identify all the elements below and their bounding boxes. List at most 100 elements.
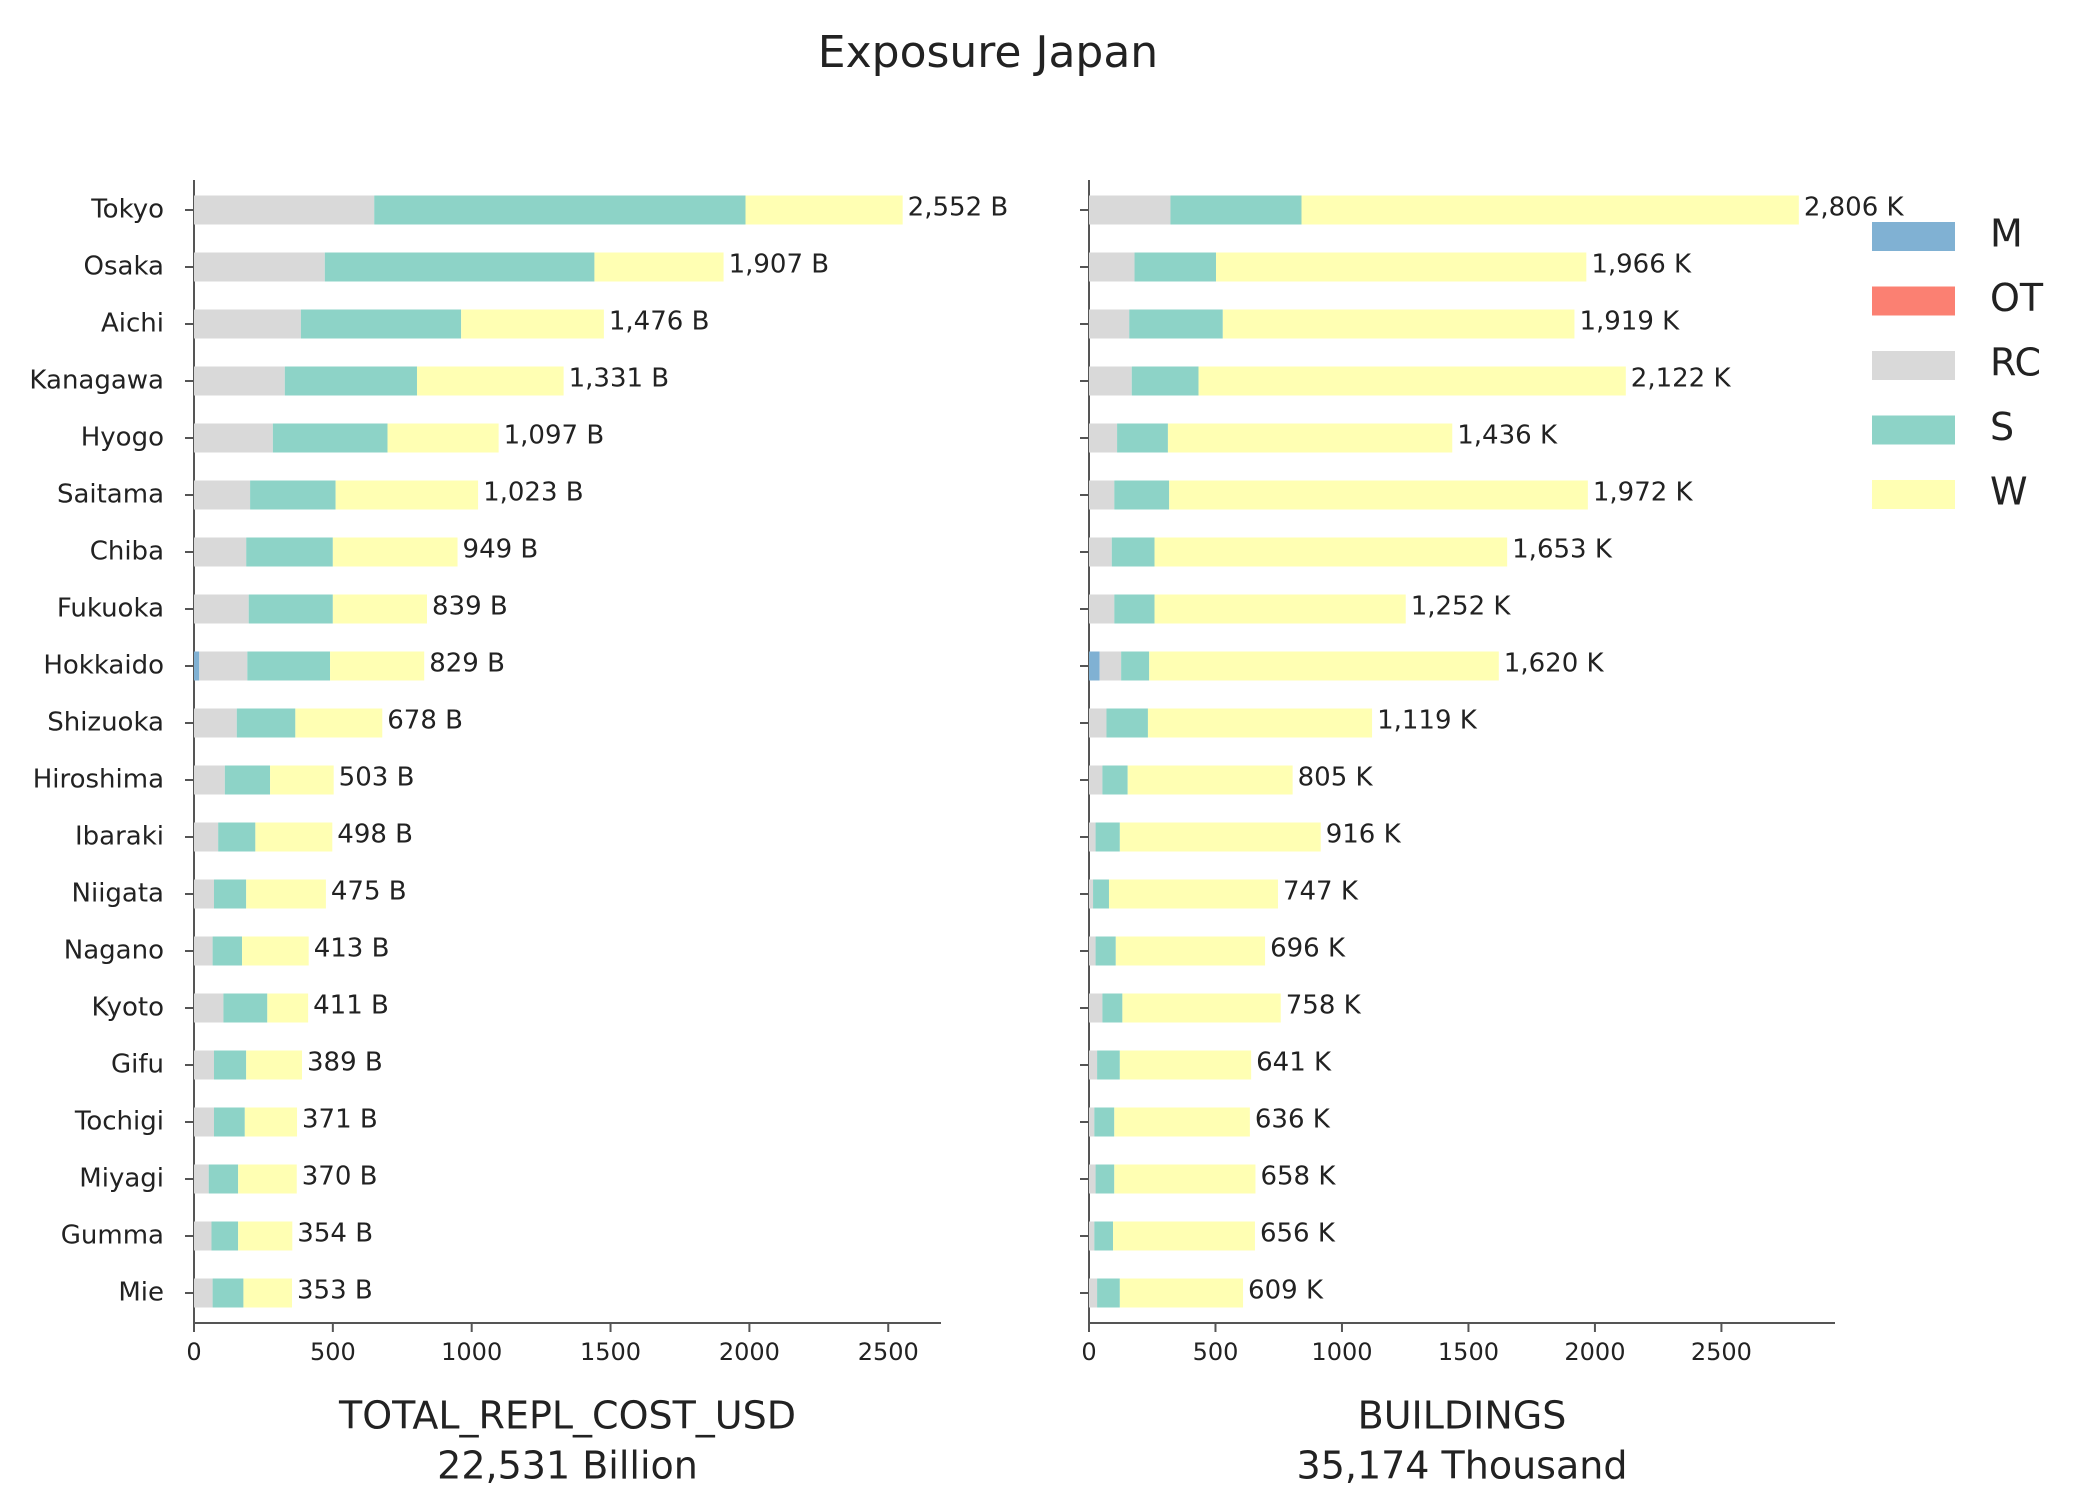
bar-segment [250, 480, 336, 510]
bar-segment [218, 822, 256, 852]
bar-segment [1094, 1107, 1115, 1137]
bar-segment [194, 252, 325, 282]
y-tick-label: Hyogo [81, 423, 164, 453]
bar-segment [1114, 1107, 1250, 1137]
y-tick-label: Mie [118, 1278, 164, 1308]
y-tick-label: Fukuoka [57, 594, 164, 624]
x-tick-label: 2000 [719, 1338, 780, 1366]
bar-segment [1089, 195, 1171, 225]
bar-segment [745, 195, 903, 225]
bar-segment [1089, 708, 1107, 738]
bar-segment [387, 423, 499, 453]
x-tick-label: 2500 [1691, 1338, 1752, 1366]
bar-segment [1102, 765, 1128, 795]
bar-segment [1095, 936, 1116, 966]
x-tick-label: 2500 [858, 1338, 919, 1366]
value-label: 2,122 K [1631, 364, 1732, 394]
bar-segment [332, 594, 427, 624]
bar-segment [211, 1221, 239, 1251]
bar-segment [243, 1278, 293, 1308]
bar-segment [194, 1107, 214, 1137]
bar-segment [1089, 1278, 1098, 1308]
value-label: 758 K [1286, 991, 1362, 1021]
bar-segment [1089, 651, 1100, 681]
bar-segment [1102, 993, 1123, 1023]
bar-segment [1222, 309, 1575, 339]
bar-segment [1089, 1164, 1096, 1194]
value-label: 1,097 B [504, 421, 605, 451]
x-tick-label: 1500 [580, 1338, 641, 1366]
value-label: 916 K [1326, 820, 1402, 850]
value-label: 1,966 K [1591, 250, 1692, 280]
legend-swatch [1872, 222, 1955, 251]
value-label: 1,620 K [1504, 649, 1605, 679]
y-tick-label: Osaka [84, 252, 164, 282]
value-label: 839 B [432, 592, 508, 622]
x-tick-label: 2000 [1564, 1338, 1625, 1366]
bar-segment [238, 1164, 297, 1194]
bar-segment [1114, 480, 1170, 510]
bar-segment [247, 651, 331, 681]
bar-segment [1134, 252, 1216, 282]
bar-segment [1099, 651, 1122, 681]
bar-segment [1089, 366, 1132, 396]
y-tick-label: Gumma [61, 1221, 164, 1251]
bar-segment [1169, 480, 1588, 510]
bar-segment [267, 993, 309, 1023]
y-tick-label: Gifu [111, 1050, 164, 1080]
x-tick-label: 1000 [441, 1338, 502, 1366]
bar-segment [212, 936, 243, 966]
x-axis-label: 35,174 Thousand [1297, 1444, 1628, 1488]
bar-segment [224, 765, 271, 795]
bar-segment [1097, 1278, 1120, 1308]
bar-segment [1089, 1107, 1095, 1137]
bar-segment [194, 708, 237, 738]
legend-swatch [1872, 415, 1955, 445]
value-label: 1,907 B [729, 250, 830, 280]
value-label: 1,023 B [483, 478, 584, 508]
bar-segment [194, 594, 249, 624]
bar-segment [255, 822, 333, 852]
y-tick-label: Nagano [64, 936, 164, 966]
bar-segment [213, 1050, 247, 1080]
legend-label: S [1990, 405, 2014, 449]
bar-segment [194, 423, 273, 453]
x-axis-label: 22,531 Billion [437, 1444, 698, 1488]
bar-segment [199, 651, 248, 681]
value-label: 678 B [387, 706, 463, 736]
figure-title: Exposure Japan [818, 27, 1158, 78]
x-axis-label: TOTAL_REPL_COST_USD [338, 1394, 796, 1438]
value-label: 498 B [337, 820, 413, 850]
value-label: 2,552 B [908, 193, 1009, 223]
bar-segment [248, 594, 333, 624]
x-axis-label: BUILDINGS [1358, 1394, 1567, 1438]
bar-segment [594, 252, 724, 282]
value-label: 1,331 B [569, 364, 670, 394]
value-label: 696 K [1270, 934, 1346, 964]
value-label: 411 B [313, 991, 389, 1021]
value-label: 1,476 B [609, 307, 710, 337]
y-tick-label: Kanagawa [29, 366, 164, 396]
y-tick-label: Tochigi [74, 1107, 164, 1137]
value-label: 747 K [1283, 877, 1359, 907]
bar-segment [1095, 822, 1120, 852]
bar-segment [1111, 537, 1155, 567]
bar-segment [1122, 993, 1281, 1023]
value-label: 609 K [1248, 1276, 1324, 1306]
y-tick-label: Kyoto [91, 993, 164, 1023]
bar-segment [246, 1050, 303, 1080]
bar-segment [1167, 423, 1453, 453]
bar-segment [1089, 1050, 1098, 1080]
bar-segment [272, 423, 388, 453]
bar-segment [1089, 480, 1115, 510]
bar-segment [1117, 423, 1168, 453]
bar-segment [238, 1221, 293, 1251]
bar-segment [1154, 537, 1508, 567]
bar-segment [1114, 594, 1155, 624]
bar-segment [194, 1278, 213, 1308]
bar-segment [223, 993, 268, 1023]
value-label: 413 B [314, 934, 390, 964]
bar-segment [1089, 423, 1118, 453]
value-label: 1,252 K [1411, 592, 1512, 622]
